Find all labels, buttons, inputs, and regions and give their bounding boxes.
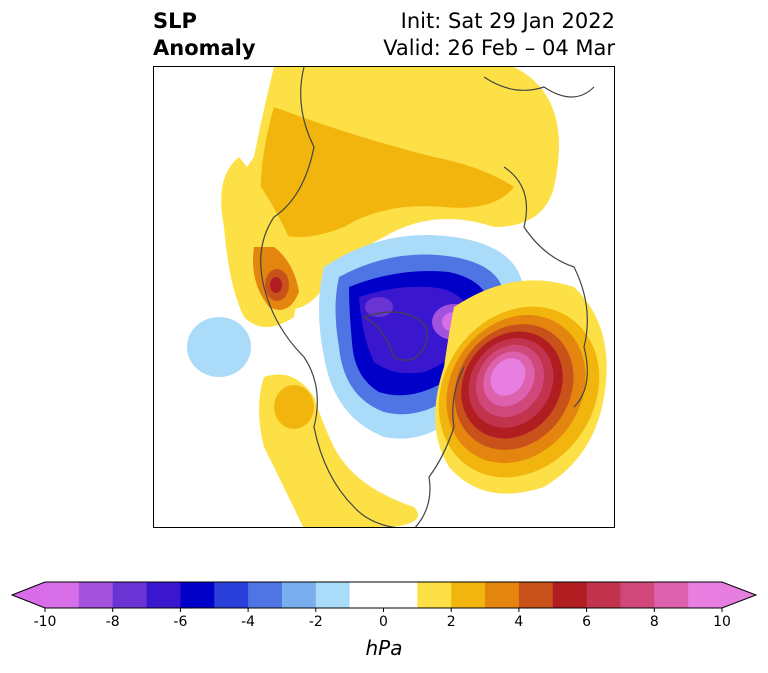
anomaly-region-europe-core <box>260 107 514 237</box>
colorbar-segment <box>349 582 384 608</box>
colorbar-segment <box>180 582 215 608</box>
coastlines <box>260 67 595 527</box>
colorbar-segment <box>518 582 554 608</box>
anomaly-region-pacific-negative <box>187 317 251 377</box>
title-valid-range: Valid: 26 Feb – 04 Mar <box>383 36 615 60</box>
colorbar-segments <box>45 582 723 608</box>
colorbar-segment <box>45 582 80 608</box>
colorbar-tick-label: 4 <box>514 614 524 630</box>
anomaly-region-west-peak <box>270 277 282 293</box>
colorbar-tick-label: -6 <box>173 614 188 630</box>
colorbar-tick-label: -10 <box>33 614 57 630</box>
anomaly-region-south-core <box>274 385 314 429</box>
colorbar-segment <box>78 582 114 608</box>
colorbar-tick-label: -2 <box>308 614 323 630</box>
title-init-date: Init: Sat 29 Jan 2022 <box>400 9 615 33</box>
title-variable: SLP <box>153 9 197 33</box>
title-right: Init: Sat 29 Jan 2022 Valid: 26 Feb – 04… <box>383 8 615 62</box>
colorbar-segment <box>586 582 621 608</box>
colorbar <box>10 581 758 612</box>
colorbar-segment <box>248 582 283 608</box>
colorbar-overflow-arrow <box>722 582 756 608</box>
title-anomaly: Anomaly <box>153 36 256 60</box>
colorbar-units: hPa <box>365 636 403 660</box>
colorbar-segment <box>214 582 249 608</box>
colorbar-segment <box>112 582 148 608</box>
colorbar-tick-marks <box>44 608 723 612</box>
colorbar-segment <box>383 582 418 608</box>
colorbar-tick-label: 6 <box>582 614 592 630</box>
colorbar-segment <box>451 582 486 608</box>
colorbar-tick-label: 0 <box>379 614 388 630</box>
colorbar-segment <box>417 582 452 608</box>
colorbar-segment <box>315 582 351 608</box>
title-left: SLP Anomaly <box>153 8 256 62</box>
anomaly-region-polar-secondary <box>365 297 393 317</box>
colorbar-segment <box>654 582 689 608</box>
colorbar-tick-label: 10 <box>713 614 731 630</box>
map-panel <box>153 66 615 528</box>
colorbar-tick-label: 2 <box>446 614 456 630</box>
anomaly-region-atlantic-peak <box>490 358 526 396</box>
colorbar-segment <box>552 582 588 608</box>
colorbar-segment <box>485 582 520 608</box>
colorbar-tick-label: -8 <box>105 614 120 630</box>
colorbar-tick-label: 8 <box>649 614 659 630</box>
colorbar-segment <box>620 582 655 608</box>
colorbar-underflow-arrow <box>12 582 45 608</box>
anomaly-map <box>187 67 607 527</box>
colorbar-tick-label: -4 <box>241 614 256 630</box>
colorbar-segment <box>281 582 317 608</box>
colorbar-segment <box>688 582 723 608</box>
colorbar-segment <box>146 582 181 608</box>
